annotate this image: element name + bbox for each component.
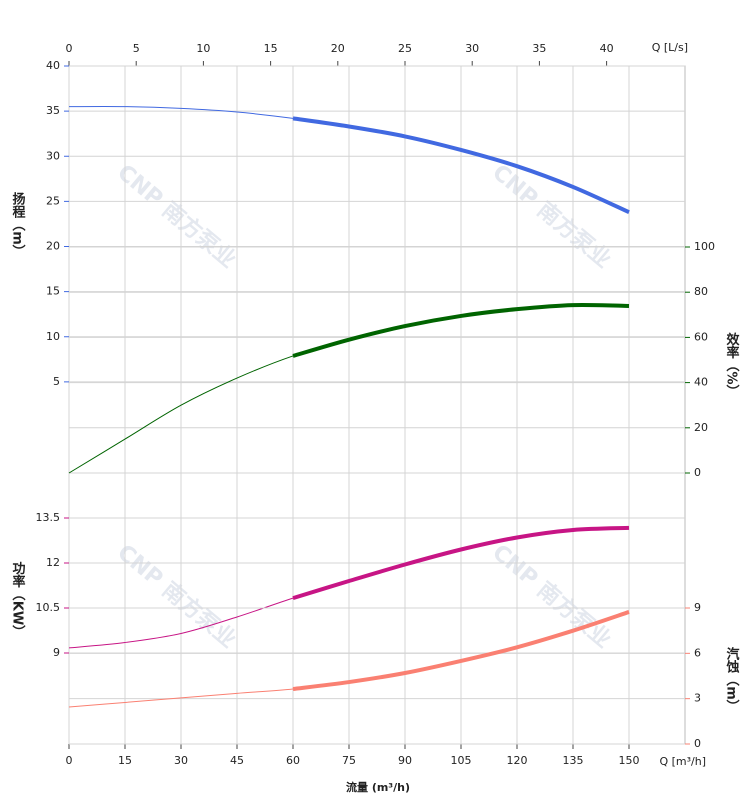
y-tick-label: 40 (46, 59, 60, 72)
y-tick-label: 13.5 (36, 511, 61, 524)
x2-tick-label: 30 (465, 42, 479, 55)
y-tick-label: 35 (46, 104, 60, 117)
y-tick-label: 30 (46, 149, 60, 162)
x-tick-label: 120 (507, 754, 528, 767)
x-unit-label: Q [m³/h] (659, 755, 706, 768)
x2-tick-label: 15 (264, 42, 278, 55)
operating-curve (292, 302, 630, 358)
x2-tick-label: 10 (196, 42, 210, 55)
y-axis-title: 功率（KW） (10, 562, 27, 638)
y-tick-label: 25 (46, 194, 60, 207)
y-axis-title: 效率（%） (724, 332, 741, 398)
x2-tick-label: 0 (66, 42, 73, 55)
x-tick-label: 75 (342, 754, 356, 767)
y-tick-label: 0 (694, 466, 701, 479)
x2-tick-label: 20 (331, 42, 345, 55)
x-axis-title: 流量 (m³/h) (346, 780, 410, 794)
y-tick-label: 15 (46, 285, 60, 298)
x-tick-label: 150 (619, 754, 640, 767)
y-tick-label: 6 (694, 646, 701, 659)
y-axis-title: 汽蚀（m） (724, 647, 741, 713)
x2-tick-label: 25 (398, 42, 412, 55)
plot-area (68, 65, 686, 745)
y-tick-label: 10.5 (36, 601, 61, 614)
y-tick-label: 12 (46, 556, 60, 569)
y-tick-label: 3 (694, 692, 701, 705)
x2-tick-label: 35 (532, 42, 546, 55)
operating-curve (292, 610, 630, 691)
operating-curve (292, 525, 630, 601)
x-tick-label: 105 (451, 754, 472, 767)
y-tick-label: 20 (46, 240, 60, 253)
x2-unit-label: Q [L/s] (652, 41, 688, 54)
operating-curve (292, 116, 630, 215)
y-tick-label: 100 (694, 240, 715, 253)
x2-tick-label: 40 (600, 42, 614, 55)
x-tick-label: 15 (118, 754, 132, 767)
x2-tick-label: 5 (133, 42, 140, 55)
y-tick-label: 9 (53, 646, 60, 659)
x-tick-label: 0 (66, 754, 73, 767)
y-tick-label: 80 (694, 285, 708, 298)
y-tick-label: 9 (694, 601, 701, 614)
y-tick-label: 10 (46, 330, 60, 343)
y-axis-title: 扬程（m） (10, 192, 27, 258)
y-tick-label: 0 (694, 737, 701, 750)
x-tick-label: 90 (398, 754, 412, 767)
y-tick-label: 40 (694, 376, 708, 389)
y-tick-label: 5 (53, 375, 60, 388)
x-tick-label: 135 (563, 754, 584, 767)
y-tick-label: 20 (694, 421, 708, 434)
x-tick-label: 60 (286, 754, 300, 767)
x-tick-label: 45 (230, 754, 244, 767)
y-tick-label: 60 (694, 330, 708, 343)
x-tick-label: 30 (174, 754, 188, 767)
